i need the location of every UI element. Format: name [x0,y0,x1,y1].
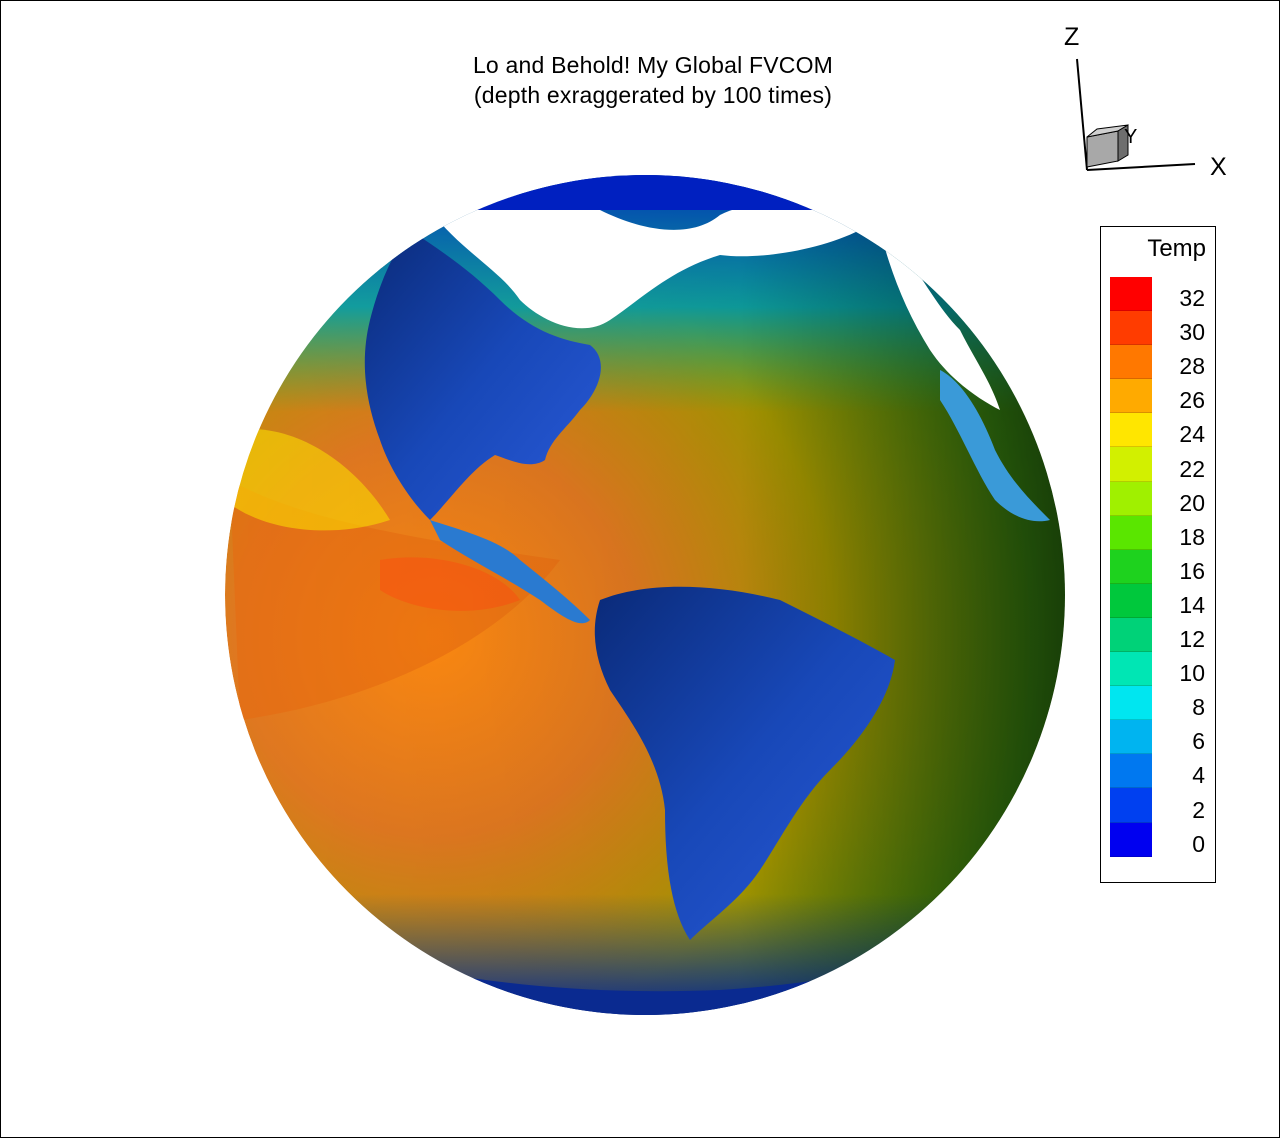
legend-swatch [1110,754,1152,789]
legend-swatch [1110,413,1152,448]
legend-colorbar [1110,277,1152,857]
legend-label: 16 [1179,557,1205,584]
axis-cube-icon [1086,124,1129,168]
temp-legend: Temp 32 30 28 26 24 22 20 18 16 14 12 10 8 6 4 2 0 [1100,226,1216,883]
legend-label: 8 [1192,694,1205,721]
legend-label: 0 [1192,830,1205,857]
legend-label: 4 [1192,762,1205,789]
legend-swatch [1110,788,1152,823]
legend-swatch [1110,720,1152,755]
axis-triad-icon: Z Y X [1064,23,1227,181]
axis-label-x: X [1210,153,1227,181]
legend-title: Temp [1147,235,1206,262]
legend-label: 18 [1179,523,1205,550]
legend-swatch [1110,447,1152,482]
legend-swatch [1110,822,1152,857]
axis-label-z: Z [1064,23,1079,51]
legend-label: 30 [1179,319,1205,346]
legend-label: 20 [1179,489,1205,516]
legend-swatch [1110,515,1152,550]
legend-swatch [1110,617,1152,653]
legend-swatch [1110,379,1152,414]
legend-label: 14 [1179,591,1205,618]
legend-label: 12 [1179,626,1205,652]
legend-swatch [1110,583,1152,618]
legend-swatch [1110,686,1152,721]
legend-swatch [1110,277,1152,312]
legend-swatch [1110,481,1152,516]
legend-swatch [1110,549,1152,584]
legend-label: 22 [1179,455,1205,482]
legend-label: 28 [1179,353,1205,380]
plot-subtitle: (depth exraggerated by 100 times) [473,82,833,108]
axis-label-y: Y [1124,126,1137,148]
legend-label: 24 [1179,421,1205,448]
legend-swatch [1110,652,1152,687]
legend-label: 32 [1179,285,1205,311]
legend-label: 10 [1179,660,1205,687]
legend-swatch [1110,345,1152,380]
legend-label: 6 [1192,728,1205,755]
legend-label: 2 [1192,796,1205,823]
legend-label: 26 [1179,387,1205,414]
legend-swatch [1110,311,1152,346]
plot-title: Lo and Behold! My Global FVCOM [472,52,834,78]
